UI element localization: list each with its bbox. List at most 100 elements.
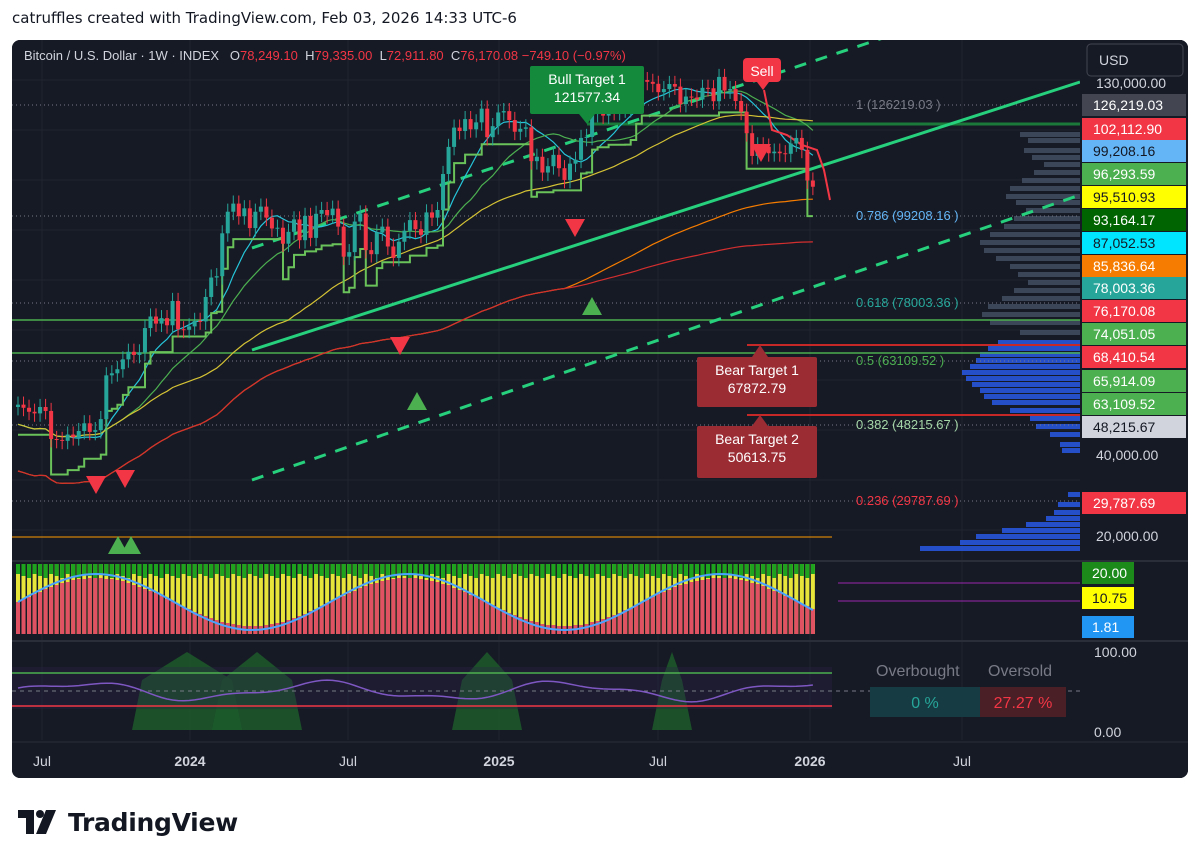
osc-bar-red — [391, 579, 396, 634]
osc-bar-green — [788, 564, 793, 578]
candle-body — [717, 76, 722, 102]
osc-label-text: 20.00 — [1092, 565, 1127, 581]
osc-bar-green — [214, 564, 219, 574]
osc-bar-red — [650, 597, 655, 634]
osc-bar-green — [584, 564, 589, 576]
candle-body — [369, 250, 374, 255]
osc-bar-green — [799, 564, 804, 576]
osc-bar-yellow — [518, 564, 523, 634]
osc-bar-red — [396, 578, 401, 634]
volume-profile-bar — [980, 352, 1080, 357]
candle-body — [772, 151, 777, 154]
bull-target-1-box — [530, 66, 644, 114]
sell-signal-triangle — [390, 337, 410, 355]
price-label-box — [1082, 118, 1186, 140]
osc-bar-green — [667, 564, 672, 576]
volume-profile-bar — [1028, 138, 1080, 143]
candle-body — [176, 300, 181, 330]
osc-bar-green — [711, 564, 716, 574]
osc-bar-red — [269, 624, 274, 634]
candle-body — [667, 84, 672, 90]
osc-bar-red — [352, 591, 357, 634]
osc-bar-green — [27, 564, 32, 578]
candle-body — [220, 233, 225, 277]
osc-bar-green — [562, 564, 567, 574]
candle-body — [678, 86, 683, 105]
volume-profile-bar — [1068, 492, 1080, 497]
candle-body — [165, 318, 170, 326]
candle-body — [43, 406, 48, 411]
candle-body — [87, 423, 92, 432]
osc-bar-red — [358, 588, 363, 634]
osc-bar-yellow — [253, 564, 258, 634]
osc-bar-yellow — [612, 564, 617, 634]
osc-bar-green — [374, 564, 379, 578]
osc-bar-green — [154, 564, 158, 576]
osc-bar-red — [181, 607, 186, 634]
osc-bar-yellow — [236, 564, 241, 634]
osc-bar-red — [314, 609, 319, 634]
chart-canvas[interactable]: 1 (126219.03 ) 0.786 (99208.16 ) 0.618 (78… — [12, 40, 1188, 778]
osc-bar-green — [485, 564, 490, 576]
osc-bar-green — [551, 564, 556, 576]
osc-bar-red — [612, 615, 617, 634]
volume-profile-bar — [1018, 272, 1080, 277]
buy-signal-triangle — [582, 297, 602, 315]
header-caption: catruffles created with TradingView.com,… — [12, 9, 517, 27]
price-label-box — [1082, 346, 1186, 368]
candle-body — [341, 226, 346, 257]
osc-bar-red — [579, 625, 584, 634]
volume-profile-bar — [1062, 448, 1080, 453]
osc-bar-yellow — [325, 564, 330, 634]
osc-bar-green — [441, 564, 446, 578]
osc-bar-red — [512, 615, 517, 634]
osc-bar-red — [142, 589, 147, 634]
osc-bar-yellow — [209, 564, 214, 634]
bear-target-1-pointer — [752, 345, 768, 357]
tradingview-logo[interactable]: TradingView — [18, 806, 238, 838]
osc-label-box — [1082, 616, 1134, 638]
osc-bar-red — [325, 603, 330, 634]
osc-bar-green — [468, 564, 473, 576]
osc-bar-red — [474, 597, 479, 634]
candle-body — [209, 277, 214, 297]
osc-bar-green — [407, 564, 412, 578]
candle-body — [694, 97, 699, 100]
candle-body — [286, 231, 291, 244]
osc-bar-yellow — [601, 564, 606, 634]
osc-bar-green — [137, 564, 142, 576]
osc-bar-green — [176, 564, 181, 578]
osc-bar-green — [794, 564, 799, 574]
osc-bar-yellow — [303, 564, 308, 634]
osc-bar-red — [601, 619, 606, 634]
osc-bar-green — [672, 564, 677, 578]
osc-bar-green — [380, 564, 385, 574]
osc-bar-red — [104, 579, 109, 634]
osc-bar-red — [363, 586, 368, 634]
candle-body — [253, 211, 258, 229]
candle-body — [711, 88, 716, 102]
osc-bar-red — [275, 623, 280, 634]
candle-body — [38, 406, 43, 414]
candle-body — [308, 215, 313, 238]
candle-body — [733, 89, 738, 102]
candle-body — [269, 217, 274, 229]
osc-bar-red — [717, 578, 722, 634]
osc-bar-green — [16, 564, 20, 574]
chart-background — [12, 40, 1188, 778]
osc-bar-red — [694, 581, 699, 634]
sell-signal-triangle — [115, 470, 135, 488]
bear-target-1-box — [697, 357, 817, 407]
fib-level-label: 0.382 (48215.67 ) — [856, 417, 959, 432]
volume-profile-bar — [1026, 522, 1080, 527]
candle-body — [529, 127, 534, 162]
candle-body — [181, 329, 186, 331]
osc-bar-red — [794, 601, 799, 634]
osc-bar-green — [573, 564, 578, 578]
osc-bar-green — [744, 564, 749, 574]
candle-body — [656, 83, 661, 93]
time-axis-tick: Jul — [33, 753, 51, 769]
candle-body — [562, 168, 567, 180]
osc-bar-red — [418, 579, 423, 634]
chart-panel[interactable]: 1 (126219.03 ) 0.786 (99208.16 ) 0.618 (78… — [12, 40, 1188, 778]
